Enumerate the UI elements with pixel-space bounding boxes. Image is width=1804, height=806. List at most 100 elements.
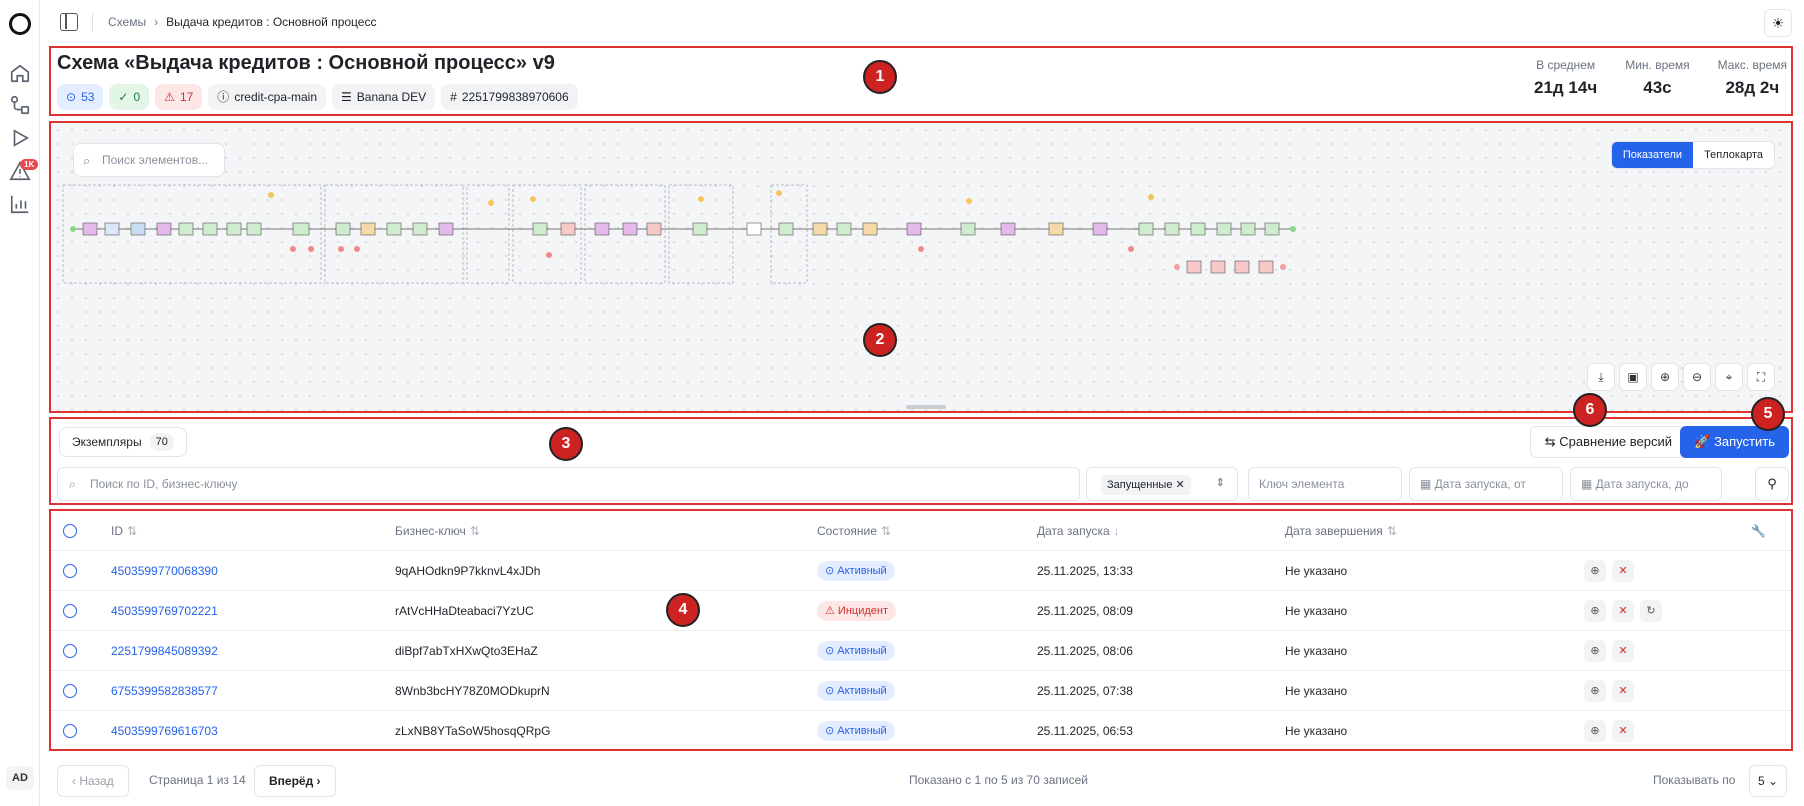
status-badge: ⊙ Активный — [817, 681, 895, 701]
column-state[interactable]: Состояние ⇅ — [817, 511, 891, 551]
app-logo-icon[interactable] — [9, 13, 31, 35]
instance-search-input[interactable]: ⌕ Поиск по ID, бизнес-ключу — [57, 467, 1080, 501]
next-page-button[interactable]: Вперёд › — [254, 765, 336, 797]
check-icon: ✓ — [118, 90, 129, 104]
bpmn-diagram[interactable] — [61, 183, 1561, 363]
alert-icon[interactable] — [9, 160, 31, 182]
close-icon[interactable]: ✕ — [1175, 479, 1185, 491]
breadcrumb-root[interactable]: Схемы — [108, 15, 147, 29]
warning-icon: ⚠ — [164, 90, 175, 104]
theme-toggle-icon[interactable]: ☀ — [1764, 9, 1792, 37]
inspect-icon[interactable]: ⊕ — [1584, 680, 1606, 702]
image-export-icon[interactable]: ▣ — [1619, 363, 1647, 391]
schemas-icon[interactable] — [9, 94, 31, 116]
wrench-icon[interactable]: 🔧 — [1751, 524, 1766, 538]
breadcrumb-current: Выдача кредитов : Основной процесс — [166, 15, 377, 29]
date-from-input[interactable]: ▦ Дата запуска, от — [1409, 467, 1563, 501]
cancel-icon[interactable]: ✕ — [1612, 720, 1634, 742]
tab-heatmap[interactable]: Теплокарта — [1704, 149, 1763, 161]
compare-versions-button[interactable]: ⇆ Сравнение версий — [1529, 426, 1687, 458]
download-icon[interactable]: ⤓ — [1587, 363, 1615, 391]
state-filter-select[interactable]: Запущенные ✕ ⇕ — [1086, 467, 1238, 501]
status-badge: ⊙ Активный — [817, 561, 895, 581]
cancel-icon[interactable]: ✕ — [1612, 600, 1634, 622]
tab-instances-label: Экземпляры — [72, 435, 142, 449]
start-date: 25.11.2025, 07:38 — [1037, 684, 1133, 698]
business-key: diBpf7abTxHXwQto3EHaZ — [395, 644, 538, 658]
stat-label: Мин. время — [1625, 58, 1690, 72]
state-filter-tag[interactable]: Запущенные ✕ — [1101, 475, 1191, 495]
element-key-input[interactable]: Ключ элемента — [1248, 467, 1402, 501]
instance-id-link[interactable]: 2251799845089392 — [111, 644, 218, 658]
table-row[interactable]: 4503599769702221 rAtVcHHaDteabaci7YzUC ⚠… — [51, 591, 1791, 631]
retry-icon[interactable]: ↻ — [1640, 600, 1662, 622]
column-business-key[interactable]: Бизнес-ключ ⇅ — [395, 511, 480, 551]
column-id-label: ID — [111, 524, 123, 538]
play-icon[interactable] — [9, 127, 31, 149]
status-text: Активный — [837, 565, 887, 577]
incidents-count-chip[interactable]: ⚠ 17 — [155, 84, 203, 110]
cancel-icon[interactable]: ✕ — [1612, 560, 1634, 582]
element-search-input[interactable]: ⌕ Поиск элементов... — [73, 143, 225, 177]
running-count-chip[interactable]: ⊙ 53 — [57, 84, 104, 110]
tab-metrics[interactable]: Показатели — [1611, 142, 1694, 168]
sidebar-toggle-icon[interactable] — [60, 13, 78, 31]
instances-table: ID ⇅ Бизнес-ключ ⇅ Состояние ⇅ Дата запуска… — [49, 509, 1793, 751]
table-row[interactable]: 2251799845089392 diBpf7abTxHXwQto3EHaZ ⊙… — [51, 631, 1791, 671]
environment-chip[interactable]: ☰ Banana DEV — [332, 84, 436, 110]
environment-name: Banana DEV — [356, 90, 427, 104]
completed-count-chip[interactable]: ✓ 0 — [109, 84, 150, 110]
status-text: Активный — [837, 645, 887, 657]
table-row[interactable]: 6755399582838577 8Wnb3bcHY78Z0MODkuprN ⊙… — [51, 671, 1791, 711]
row-checkbox[interactable] — [63, 644, 77, 658]
row-checkbox[interactable] — [63, 684, 77, 698]
table-row[interactable]: 4503599770068390 9qAHOdkn9P7kknvL4xJDh ⊙… — [51, 551, 1791, 591]
date-to-input[interactable]: ▦ Дата запуска, до — [1570, 467, 1722, 501]
instance-id-link[interactable]: 4503599770068390 — [111, 564, 218, 578]
prev-label: Назад — [79, 774, 114, 788]
cancel-icon[interactable]: ✕ — [1612, 680, 1634, 702]
row-checkbox[interactable] — [63, 604, 77, 618]
column-end-date[interactable]: Дата завершения ⇅ — [1285, 511, 1397, 551]
row-checkbox[interactable] — [63, 564, 77, 578]
home-icon[interactable] — [9, 62, 31, 84]
prev-page-button[interactable]: ‹ Назад — [57, 765, 129, 797]
per-page-value: 5 — [1758, 774, 1765, 788]
column-start-date[interactable]: Дата запуска ↓ — [1037, 511, 1120, 551]
inspect-icon[interactable]: ⊕ — [1584, 560, 1606, 582]
run-button[interactable]: 🚀 Запустить — [1680, 426, 1789, 458]
inspect-icon[interactable]: ⊕ — [1584, 640, 1606, 662]
cancel-icon[interactable]: ✕ — [1612, 640, 1634, 662]
fit-view-icon[interactable]: ⛶ — [1747, 363, 1775, 391]
instance-id-link[interactable]: 6755399582838577 — [111, 684, 218, 698]
status-badge: ⊙ Активный — [817, 641, 895, 661]
select-all-checkbox[interactable] — [63, 524, 77, 538]
per-page-select[interactable]: 5 ⌄ — [1749, 765, 1788, 797]
process-diagram-canvas[interactable]: ⌕ Поиск элементов... Показатели Теплокарт… — [49, 121, 1793, 413]
row-checkbox[interactable] — [63, 724, 77, 738]
rocket-icon: 🚀 — [1694, 434, 1715, 449]
center-icon[interactable]: ⌖ — [1715, 363, 1743, 391]
zoom-out-icon[interactable]: ⊖ — [1683, 363, 1711, 391]
tab-instances[interactable]: Экземпляры 70 — [59, 427, 187, 457]
running-icon: ⊙ — [66, 90, 77, 104]
resize-handle[interactable] — [906, 405, 946, 409]
inspect-icon[interactable]: ⊕ — [1584, 600, 1606, 622]
filter-reset-icon[interactable]: ⚲ — [1755, 467, 1789, 501]
analytics-icon[interactable] — [9, 193, 31, 215]
instances-count-badge: 70 — [149, 433, 174, 451]
running-count: 53 — [81, 90, 95, 104]
instance-id-link[interactable]: 4503599769616703 — [111, 724, 218, 738]
column-id[interactable]: ID ⇅ — [111, 511, 137, 551]
process-key-chip[interactable]: ⓘ credit-cpa-main — [208, 84, 327, 110]
table-row[interactable]: 4503599769616703 zLxNB8YTaSoW5hosqQRpG ⊙… — [51, 711, 1791, 751]
zoom-in-icon[interactable]: ⊕ — [1651, 363, 1679, 391]
avatar[interactable]: AD — [6, 766, 34, 790]
definition-id: 2251799838970606 — [461, 90, 569, 104]
stat-value: 21д 14ч — [1534, 78, 1598, 97]
business-key: 8Wnb3bcHY78Z0MODkuprN — [395, 684, 550, 698]
definition-id-chip[interactable]: #2251799838970606 — [441, 84, 578, 110]
status-badge: ⊙ Активный — [817, 721, 895, 741]
inspect-icon[interactable]: ⊕ — [1584, 720, 1606, 742]
instance-id-link[interactable]: 4503599769702221 — [111, 604, 218, 618]
